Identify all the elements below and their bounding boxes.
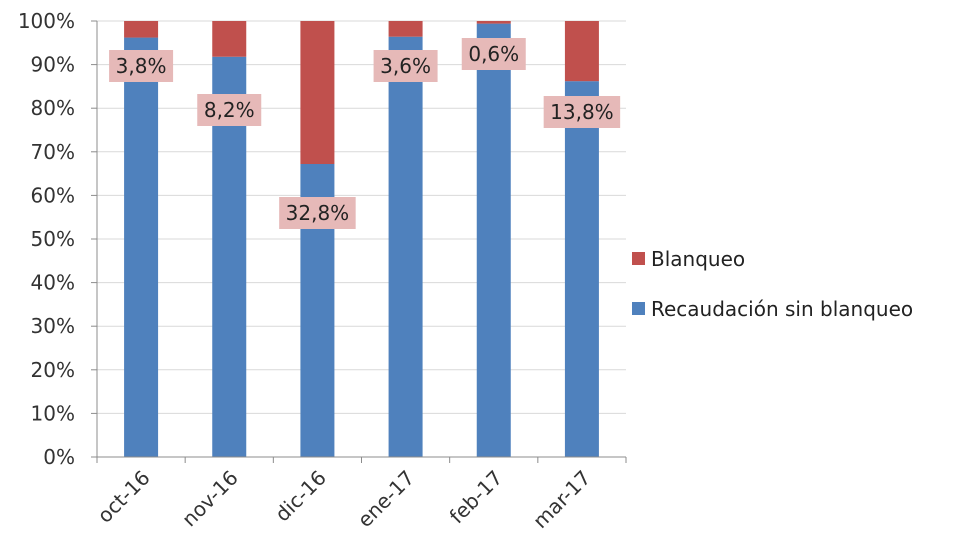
y-tick-label: 40% [31, 271, 75, 295]
legend-swatch [632, 252, 645, 265]
data-label: 3,8% [109, 50, 174, 82]
gridlines [97, 20, 626, 414]
legend-label: Blanqueo [651, 247, 745, 271]
bar-recaudacion-sin-blanqueo [476, 23, 511, 458]
legend-item: Blanqueo [632, 247, 745, 271]
bar-blanqueo [388, 21, 423, 37]
x-tick-label: nov-16 [177, 466, 243, 532]
legend: Blanqueo Recaudación sin blanqueo [632, 247, 913, 321]
data-label: 13,8% [543, 96, 621, 128]
legend-item: Recaudación sin blanqueo [632, 297, 913, 321]
bar-recaudacion-sin-blanqueo [564, 81, 599, 457]
x-tick-label: mar-17 [528, 466, 595, 533]
data-label-box [461, 38, 526, 70]
y-tick-label: 100% [18, 9, 75, 33]
x-tick-label: feb-17 [445, 466, 508, 529]
bar-blanqueo [124, 21, 159, 38]
y-tick-label: 0% [43, 445, 75, 469]
y-tick-label: 50% [31, 227, 75, 251]
data-label-box [197, 94, 262, 126]
legend-swatch [632, 302, 645, 315]
bar-blanqueo [476, 21, 511, 24]
y-tick-label: 70% [31, 140, 75, 164]
bar-recaudacion-sin-blanqueo [124, 37, 159, 458]
data-label-text: 13,8% [550, 100, 614, 124]
data-label-text: 3,8% [116, 54, 167, 78]
bar-blanqueo [300, 21, 335, 165]
y-tick-label: 20% [31, 358, 75, 382]
y-tick-label: 80% [31, 96, 75, 120]
legend-label: Recaudación sin blanqueo [651, 297, 913, 321]
data-label-box [109, 50, 174, 82]
data-label-box [373, 50, 438, 82]
data-label: 3,6% [373, 50, 438, 82]
y-tick-label: 90% [31, 53, 75, 77]
data-label-text: 0,6% [468, 42, 519, 66]
data-label: 0,6% [461, 38, 526, 70]
data-label-box [543, 96, 621, 128]
data-label-box [279, 197, 356, 229]
bar-blanqueo [564, 21, 599, 82]
data-label-text: 32,8% [286, 201, 350, 225]
y-tick-label: 10% [31, 401, 75, 425]
x-tick-label: ene-17 [353, 466, 419, 532]
bar-recaudacion-sin-blanqueo [388, 36, 423, 458]
data-label: 32,8% [279, 197, 356, 229]
data-label: 8,2% [197, 94, 262, 126]
y-tick-label: 60% [31, 183, 75, 207]
x-tick-label: oct-16 [93, 466, 155, 528]
x-tick-label: dic-16 [270, 466, 331, 527]
bar-blanqueo [212, 21, 247, 57]
data-label-text: 8,2% [204, 98, 255, 122]
data-labels: 3,8% 8,2% 32,8% 3,6% 0,6% 13,8% [109, 38, 621, 229]
data-label-text: 3,6% [380, 54, 431, 78]
y-tick-label: 30% [31, 314, 75, 338]
